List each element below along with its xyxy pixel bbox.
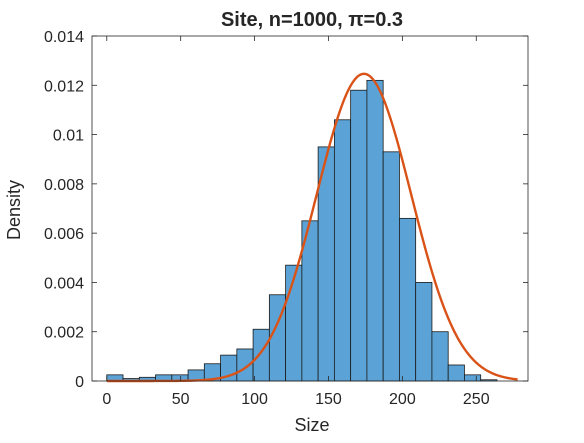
histogram-bar bbox=[333, 119, 352, 382]
y-tick-label: 0.006 bbox=[44, 226, 84, 243]
x-tick-label: 100 bbox=[241, 391, 268, 408]
histogram-bar bbox=[464, 374, 482, 382]
x-tick-label: 150 bbox=[315, 391, 342, 408]
histogram-bars bbox=[106, 79, 498, 382]
x-tick-label: 200 bbox=[389, 391, 416, 408]
y-tick-label: 0.004 bbox=[44, 275, 84, 292]
x-tick-label: 0 bbox=[102, 391, 111, 408]
y-tick-label: 0.01 bbox=[53, 128, 84, 145]
histogram-bar bbox=[415, 282, 433, 382]
chart-title: Site, n=1000, π=0.3 bbox=[221, 9, 403, 31]
x-axis-label: Size bbox=[294, 415, 329, 435]
y-tick-labels: 0 0.002 0.004 0.006 0.008 0.01 0.012 0.014 bbox=[44, 29, 84, 391]
histogram-bar bbox=[382, 151, 400, 382]
x-tick-labels: 0 50 100 150 200 250 bbox=[102, 391, 489, 408]
histogram-bar bbox=[447, 364, 465, 382]
y-tick-label: 0 bbox=[75, 374, 84, 391]
histogram-bar bbox=[350, 89, 368, 382]
histogram-bar bbox=[252, 328, 270, 382]
plot-frame bbox=[91, 35, 529, 382]
y-tick-label: 0.008 bbox=[44, 177, 84, 194]
histogram-bar bbox=[399, 217, 417, 382]
histogram-bar bbox=[431, 331, 449, 382]
x-tick-label: 50 bbox=[172, 391, 190, 408]
axes bbox=[91, 35, 529, 382]
y-tick-label: 0.002 bbox=[44, 325, 84, 342]
y-axis-label: Density bbox=[4, 180, 24, 240]
y-tick-label: 0.012 bbox=[44, 78, 84, 95]
y-tick-label: 0.014 bbox=[44, 29, 84, 46]
histogram-bar bbox=[366, 79, 384, 382]
x-tick-label: 250 bbox=[463, 391, 490, 408]
